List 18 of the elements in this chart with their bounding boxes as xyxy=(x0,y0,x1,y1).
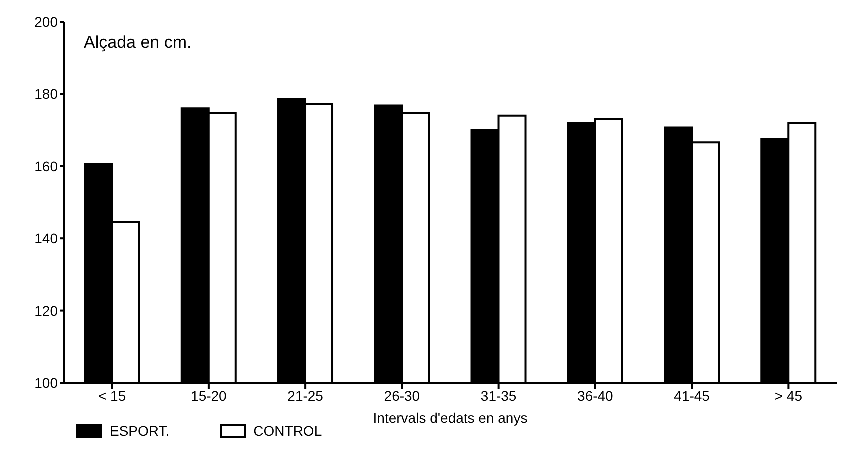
x-tick-label: < 15 xyxy=(98,388,126,404)
x-tick-label: 21-25 xyxy=(288,388,324,404)
legend-label: ESPORT. xyxy=(110,423,170,439)
x-tick-label: 36-40 xyxy=(578,388,614,404)
x-tick-label: 15-20 xyxy=(191,388,228,404)
legend-label: CONTROL xyxy=(254,423,322,439)
x-tick-label: 41-45 xyxy=(674,388,710,404)
y-tick-label: 200 xyxy=(34,14,58,30)
y-axis-title: Alçada en cm. xyxy=(84,33,192,52)
x-axis-title: Intervals d'edats en anys xyxy=(373,410,528,426)
x-tick-label: > 45 xyxy=(774,388,803,404)
x-tick-label: 31-35 xyxy=(480,388,517,404)
y-tick-label: 180 xyxy=(34,86,58,102)
y-tick-label: 140 xyxy=(34,230,58,247)
y-tick-label: 120 xyxy=(34,302,58,319)
y-tick-label: 160 xyxy=(34,158,58,174)
x-tick-label: 26-30 xyxy=(384,388,420,404)
y-tick-label: 100 xyxy=(34,374,58,391)
